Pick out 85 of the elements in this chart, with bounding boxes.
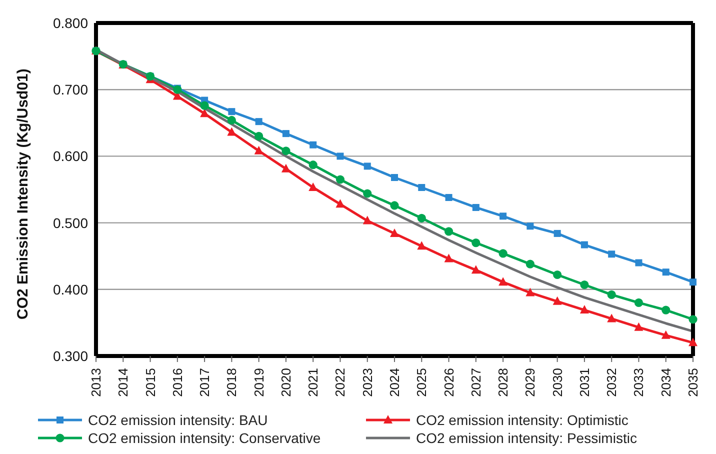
point <box>580 241 588 248</box>
point <box>417 241 426 250</box>
x-tick-label: 2032 <box>604 368 620 397</box>
x-tick-label: 2022 <box>332 368 348 397</box>
point <box>255 118 262 126</box>
legend-label: CO2 emission intensity: Pessimistic <box>416 430 637 446</box>
x-tick-label: 2017 <box>197 368 212 397</box>
x-tick-label: 2024 <box>387 368 402 397</box>
point <box>390 228 399 237</box>
point <box>526 260 534 268</box>
point <box>336 175 345 184</box>
point <box>471 265 480 274</box>
point <box>254 132 264 141</box>
point <box>364 162 371 170</box>
x-tick-label: 2027 <box>468 368 484 397</box>
point <box>553 270 562 280</box>
y-tick-label: 0.800 <box>52 14 88 31</box>
point <box>635 259 642 266</box>
point <box>472 238 480 248</box>
point <box>308 160 318 170</box>
y-tick-label: 0.300 <box>52 348 88 364</box>
point <box>444 254 454 262</box>
point <box>607 290 616 300</box>
x-tick-label: 2021 <box>306 368 321 397</box>
point <box>554 230 561 237</box>
point <box>227 116 236 125</box>
point <box>390 201 399 210</box>
x-tick-label: 2025 <box>414 368 430 397</box>
point <box>498 249 508 258</box>
point <box>363 189 372 198</box>
legend-label: CO2 emission intensity: Conservative <box>88 430 321 446</box>
point <box>690 278 696 286</box>
x-tick-label: 2023 <box>360 368 375 397</box>
point <box>500 212 507 220</box>
point <box>552 296 562 305</box>
legend-label: CO2 emission intensity: BAU <box>88 412 268 428</box>
point <box>608 250 616 258</box>
x-tick-label: 2015 <box>142 368 158 397</box>
point <box>228 108 236 116</box>
point <box>526 222 534 230</box>
point <box>580 305 589 314</box>
point <box>418 184 426 191</box>
point <box>444 227 454 236</box>
point <box>688 338 698 346</box>
x-tick-label: 2034 <box>658 368 674 397</box>
x-tick-label: 2016 <box>170 368 185 397</box>
y-tick-label: 0.600 <box>52 148 88 164</box>
point <box>417 214 426 222</box>
x-tick-label: 2028 <box>496 368 511 397</box>
x-tick-label: 2019 <box>251 368 266 397</box>
point <box>688 315 698 324</box>
point <box>607 314 616 322</box>
x-tick-label: 2029 <box>522 368 538 397</box>
point <box>472 204 480 211</box>
x-tick-label: 2031 <box>576 368 592 397</box>
x-tick-label: 2026 <box>441 368 456 397</box>
point <box>336 152 344 160</box>
point <box>526 288 535 296</box>
point <box>661 330 670 339</box>
y-axis-title: CO2 Emission Intensity (Kg/Usd01) <box>14 68 32 320</box>
legend-label: CO2 emission intensity: Optimistic <box>416 412 628 428</box>
point <box>362 216 372 224</box>
x-tick-label: 2033 <box>631 368 646 397</box>
point <box>282 130 290 138</box>
x-tick-label: 2020 <box>278 368 294 397</box>
x-tick-label: 2030 <box>550 368 565 397</box>
x-tick-label: 2014 <box>116 368 131 397</box>
point <box>634 298 644 308</box>
y-tick-label: 0.500 <box>52 214 88 231</box>
point <box>445 194 452 201</box>
y-tick-label: 0.400 <box>52 281 88 298</box>
x-tick-label: 2035 <box>686 368 700 397</box>
point <box>498 277 508 286</box>
y-tick-label: 0.700 <box>52 82 88 98</box>
point <box>662 268 670 276</box>
point <box>391 174 398 182</box>
point <box>336 199 345 208</box>
point <box>282 146 290 156</box>
x-tick-label: 2013 <box>88 368 104 397</box>
x-tick-label: 2018 <box>224 368 240 397</box>
point <box>634 322 644 331</box>
point <box>580 280 589 290</box>
point <box>310 141 317 148</box>
point <box>662 306 670 314</box>
point <box>200 101 209 110</box>
